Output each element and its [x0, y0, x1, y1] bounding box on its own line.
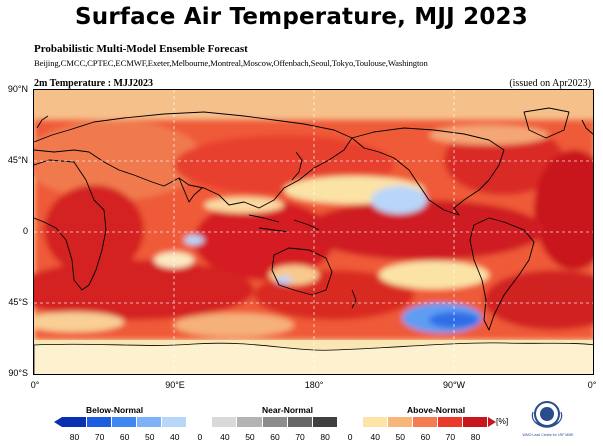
legend-swatch-below-4 — [162, 417, 188, 427]
legend-tick-above-5: 80 — [470, 432, 481, 442]
legend-swatch-near-0 — [187, 417, 213, 427]
legend-above-normal-label: Above-Normal — [407, 405, 466, 415]
map-canvas — [34, 90, 593, 374]
legend-tick-near-0: 0 — [197, 432, 203, 442]
legend-tick-below-2: 60 — [119, 432, 130, 442]
lat-tick-0: 0 — [22, 226, 28, 236]
legend-swatch-below-1 — [87, 417, 113, 427]
legend-tick-below-1: 70 — [94, 432, 105, 442]
lat-tick-45s: 45°S — [8, 297, 28, 307]
lon-tick-0-right: 0° — [587, 380, 597, 390]
legend-swatch-above-2 — [387, 417, 413, 427]
legend-arrow-left — [54, 417, 62, 427]
legend-swatch-near-5 — [312, 417, 338, 427]
lat-tick-45n: 45°N — [7, 155, 28, 165]
lat-tick-90s: 90°S — [8, 368, 28, 378]
legend-swatch-above-0 — [337, 417, 363, 427]
lon-tick-180: 180° — [304, 380, 324, 390]
legend-tick-near-5: 80 — [320, 432, 330, 442]
lon-tick-90w: 90°W — [442, 380, 466, 390]
legend-tick-below-0: 80 — [69, 432, 80, 442]
lon-tick-90e: 90°E — [165, 380, 185, 390]
wmo-logo-icon — [527, 398, 567, 434]
legend-swatch-near-3 — [262, 417, 288, 427]
legend-swatch-above-3 — [412, 417, 438, 427]
issued-date: (issued on Apr2023) — [509, 78, 591, 89]
legend-tick-below-3: 50 — [144, 432, 155, 442]
legend-swatch-above-1 — [362, 417, 388, 427]
legend-colorbar — [54, 417, 496, 427]
legend-swatch-above-5 — [463, 417, 489, 427]
legend-swatch-below-3 — [137, 417, 163, 427]
lon-tick-0: 0° — [30, 380, 40, 390]
page-title: Surface Air Temperature, MJJ 2023 — [75, 4, 528, 30]
legend-swatch-below-2 — [112, 417, 138, 427]
legend-tick-above-2: 50 — [395, 432, 406, 442]
wmo-logo-text: WMO Lead Centre for LRF MME — [522, 433, 574, 437]
legend-unit: [%] — [496, 416, 509, 426]
probability-map — [33, 89, 594, 375]
legend-swatch-near-1 — [212, 417, 238, 427]
legend-swatch-near-4 — [287, 417, 313, 427]
legend-tick-above-4: 70 — [445, 432, 456, 442]
legend-arrow-right — [488, 417, 496, 427]
legend-tick-below-4: 40 — [170, 432, 180, 442]
legend-tick-above-1: 40 — [370, 432, 380, 442]
legend-tick-above-3: 60 — [420, 432, 431, 442]
contributing-centres: Beijing,CMCC,CPTEC,ECMWF,Exeter,Melbourn… — [34, 58, 428, 68]
legend-below-normal-label: Below-Normal — [86, 405, 144, 415]
legend-tick-near-4: 70 — [295, 432, 305, 442]
legend-tick-near-2: 50 — [245, 432, 255, 442]
legend-tick-near-3: 60 — [270, 432, 280, 442]
legend-swatch-near-2 — [237, 417, 263, 427]
legend-tick-above-0: 0 — [347, 432, 353, 442]
map-variable-label: 2m Temperature : MJJ2023 — [34, 78, 153, 89]
legend-tick-near-1: 40 — [220, 432, 230, 442]
lat-tick-90n: 90°N — [7, 84, 28, 94]
legend-near-normal-label: Near-Normal — [262, 405, 314, 415]
legend-swatch-below-0 — [62, 417, 88, 427]
legend-swatch-above-4 — [437, 417, 463, 427]
forecast-subtitle: Probabilistic Multi-Model Ensemble Forec… — [34, 43, 248, 55]
